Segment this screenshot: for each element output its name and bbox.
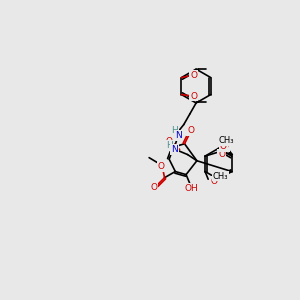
Text: N: N (175, 131, 182, 140)
Text: O: O (190, 92, 197, 100)
Text: O: O (211, 177, 218, 186)
Text: O: O (220, 142, 227, 151)
Text: H: H (166, 141, 172, 150)
Text: H: H (171, 126, 178, 135)
Text: O: O (218, 150, 225, 159)
Text: CH₃: CH₃ (213, 172, 228, 181)
Text: OH: OH (184, 184, 198, 193)
Text: N: N (171, 145, 178, 154)
Text: O: O (166, 137, 173, 146)
Text: O: O (158, 162, 165, 171)
Text: O: O (187, 126, 194, 135)
Text: O: O (150, 183, 157, 192)
Text: O: O (190, 71, 197, 80)
Text: O: O (222, 142, 229, 151)
Text: CH₃: CH₃ (219, 136, 234, 145)
